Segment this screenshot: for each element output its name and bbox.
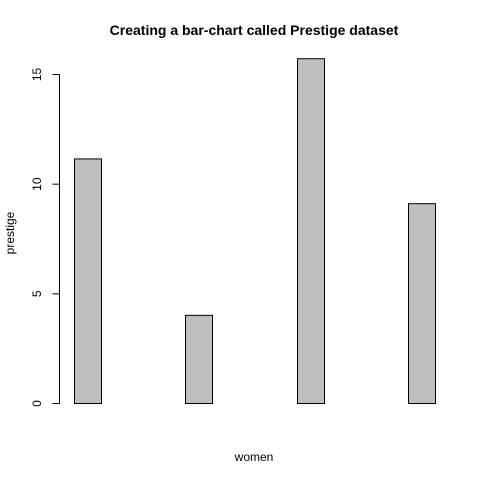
chart-title: Creating a bar-chart called Prestige dat… — [110, 22, 399, 38]
bar — [297, 58, 325, 404]
y-ticks-group: 0 5 10 15 — [30, 68, 60, 407]
bar — [74, 158, 102, 404]
x-axis-label: women — [234, 450, 274, 464]
y-axis-label: prestige — [3, 211, 17, 254]
bars-group — [74, 58, 436, 404]
y-tick-label: 10 — [30, 177, 44, 191]
y-tick-label: 0 — [30, 400, 44, 407]
y-tick-label: 5 — [30, 290, 44, 297]
bar — [408, 203, 436, 404]
y-tick-label: 15 — [30, 68, 44, 82]
bar — [185, 314, 213, 404]
